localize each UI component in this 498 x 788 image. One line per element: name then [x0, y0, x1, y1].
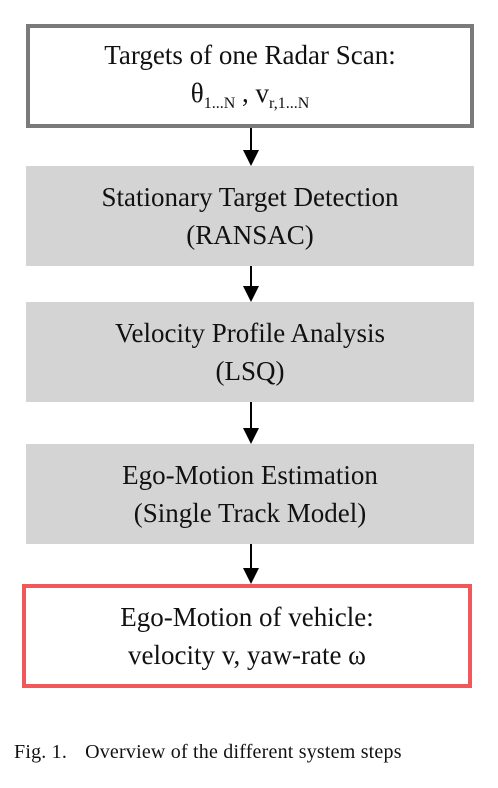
input-variables: θ1...N , vr,1...N: [191, 74, 310, 117]
step-title: Ego-Motion Estimation: [122, 460, 378, 490]
theta-subscript: 1...N: [203, 94, 236, 112]
step-method: (LSQ): [215, 356, 285, 386]
step-method: (RANSAC): [186, 220, 314, 250]
output-title: Ego-Motion of vehicle:: [120, 602, 374, 632]
step-box-ego-motion-estimation: Ego-Motion Estimation (Single Track Mode…: [26, 444, 474, 544]
flow-arrow: [243, 544, 259, 584]
figure-caption-text: Overview of the different system steps: [85, 741, 402, 763]
step-title: Velocity Profile Analysis: [115, 318, 385, 348]
step-method: (Single Track Model): [133, 498, 367, 528]
step-box-stationary-target-detection: Stationary Target Detection (RANSAC): [26, 166, 474, 266]
flow-arrow: [243, 266, 259, 302]
figure-caption: Fig. 1. Overview of the different system …: [14, 741, 402, 764]
velocity-subscript: r,1...N: [269, 94, 310, 112]
output-values: velocity v, yaw-rate ω: [128, 640, 366, 670]
output-box: Ego-Motion of vehicle: velocity v, yaw-r…: [22, 584, 472, 688]
flow-arrow: [243, 128, 259, 166]
velocity-symbol: v: [255, 77, 270, 108]
step-box-velocity-profile-analysis: Velocity Profile Analysis (LSQ): [26, 302, 474, 402]
theta-symbol: θ: [190, 77, 204, 108]
step-title: Stationary Target Detection: [101, 182, 399, 212]
flow-arrow: [243, 402, 259, 444]
input-box: Targets of one Radar Scan: θ1...N , vr,1…: [26, 24, 474, 128]
input-title: Targets of one Radar Scan:: [104, 39, 396, 70]
variable-separator: ,: [235, 77, 256, 108]
figure-label: Fig. 1.: [14, 741, 68, 763]
